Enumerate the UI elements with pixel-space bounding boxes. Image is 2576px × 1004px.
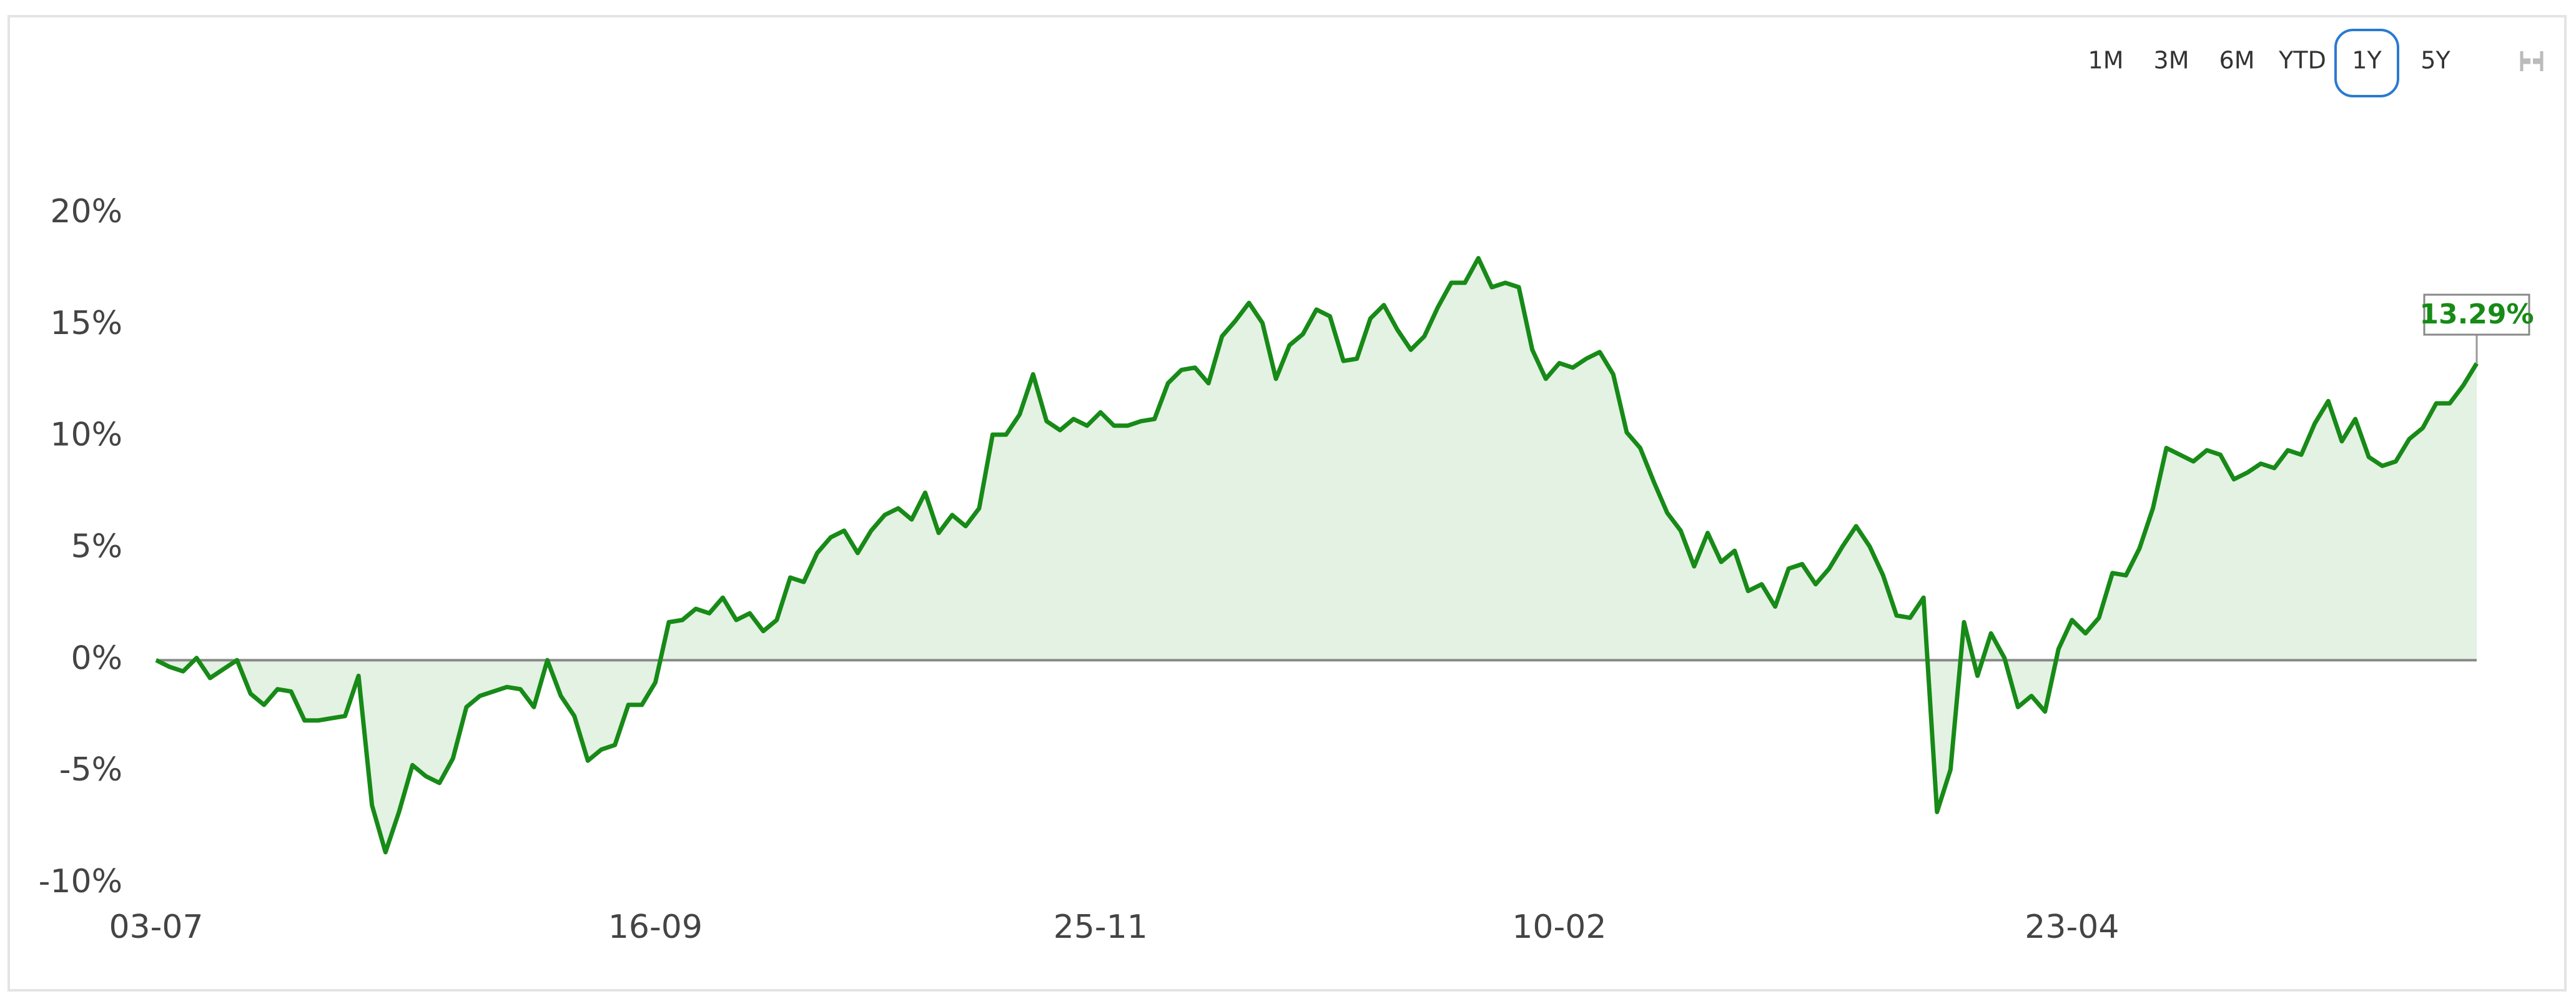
range-button[interactable]: YTD [2278, 47, 2326, 74]
value-label: 13.29% [2419, 298, 2534, 330]
expand-icon[interactable] [2520, 51, 2544, 71]
x-tick-label: 03-07 [109, 908, 203, 946]
y-tick-label: 15% [50, 305, 122, 342]
y-tick-label: 0% [71, 639, 123, 677]
area [156, 258, 2477, 852]
line [155, 256, 2479, 855]
x-tick-label: 25-11 [1054, 908, 1148, 946]
range-button[interactable]: 3M [2154, 47, 2189, 74]
label-box [2423, 293, 2530, 336]
range-button[interactable]: 6M [2219, 47, 2255, 74]
y-tick-label: 20% [50, 193, 122, 230]
toolbar: 1M 3M 6M YTD 1Y 5Y [2088, 29, 2450, 97]
x-tick-label: 16-09 [608, 908, 703, 946]
range-button[interactable]: 1M [2088, 47, 2124, 74]
x-tick-label: 10-02 [1512, 908, 1606, 946]
range-selected [2334, 29, 2399, 97]
y-tick-label: 5% [71, 528, 123, 566]
range-button[interactable]: 1Y [2352, 47, 2382, 74]
y-tick-label: 10% [50, 416, 122, 454]
range-button[interactable]: 5Y [2421, 47, 2450, 74]
y-tick-label: -5% [59, 751, 122, 789]
y-tick-label: -10% [39, 863, 122, 900]
x-tick-label: 23-04 [2025, 908, 2119, 946]
